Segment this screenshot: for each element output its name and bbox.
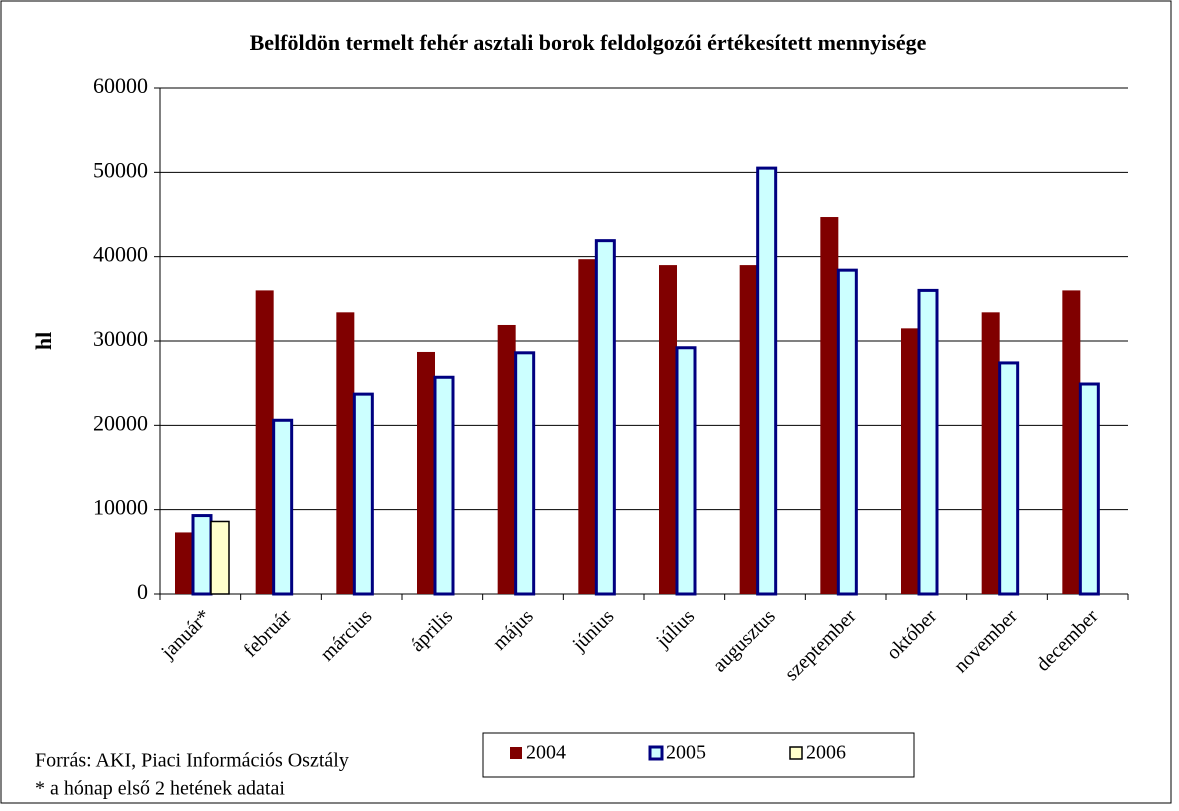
bar <box>659 265 677 594</box>
legend <box>482 732 915 778</box>
y-tick-label: 30000 <box>93 326 148 351</box>
bar <box>917 288 939 596</box>
y-axis-label: hl <box>31 332 56 350</box>
bar <box>433 375 455 596</box>
bar <box>272 418 294 596</box>
legend-swatch <box>789 746 803 760</box>
legend-swatch <box>648 745 664 761</box>
y-tick-label: 60000 <box>93 73 148 98</box>
bar <box>1062 290 1081 594</box>
bar <box>352 392 374 596</box>
bar <box>756 166 778 596</box>
bar <box>255 290 274 594</box>
bar <box>497 324 516 594</box>
bar <box>1078 382 1100 596</box>
y-tick-label: 50000 <box>93 157 148 182</box>
bar <box>739 265 758 594</box>
bar <box>998 361 1020 596</box>
bar <box>191 514 213 596</box>
bar <box>901 328 919 594</box>
bar <box>175 532 193 594</box>
bar <box>336 312 355 594</box>
chart-title: Belföldön termelt fehér asztali borok fe… <box>250 30 927 55</box>
footnote: * a hónap első 2 hetének adatai <box>35 778 285 800</box>
bar <box>675 346 697 596</box>
y-tick-label: 0 <box>137 579 148 604</box>
y-tick-label: 20000 <box>93 410 148 435</box>
bar <box>210 520 230 595</box>
source-note: Forrás: AKI, Piaci Információs Osztály <box>35 750 349 772</box>
bar <box>820 217 839 594</box>
y-tick-label: 40000 <box>93 242 148 267</box>
bar <box>981 312 1000 594</box>
bar <box>594 239 616 596</box>
bar <box>836 268 858 596</box>
legend-label: 2006 <box>806 742 846 764</box>
bar <box>514 351 536 596</box>
legend-label: 2004 <box>526 742 566 764</box>
legend-label: 2005 <box>666 742 706 764</box>
y-tick-label: 10000 <box>93 495 148 520</box>
bar <box>417 351 435 594</box>
bar <box>578 259 597 594</box>
legend-swatch <box>510 747 522 759</box>
